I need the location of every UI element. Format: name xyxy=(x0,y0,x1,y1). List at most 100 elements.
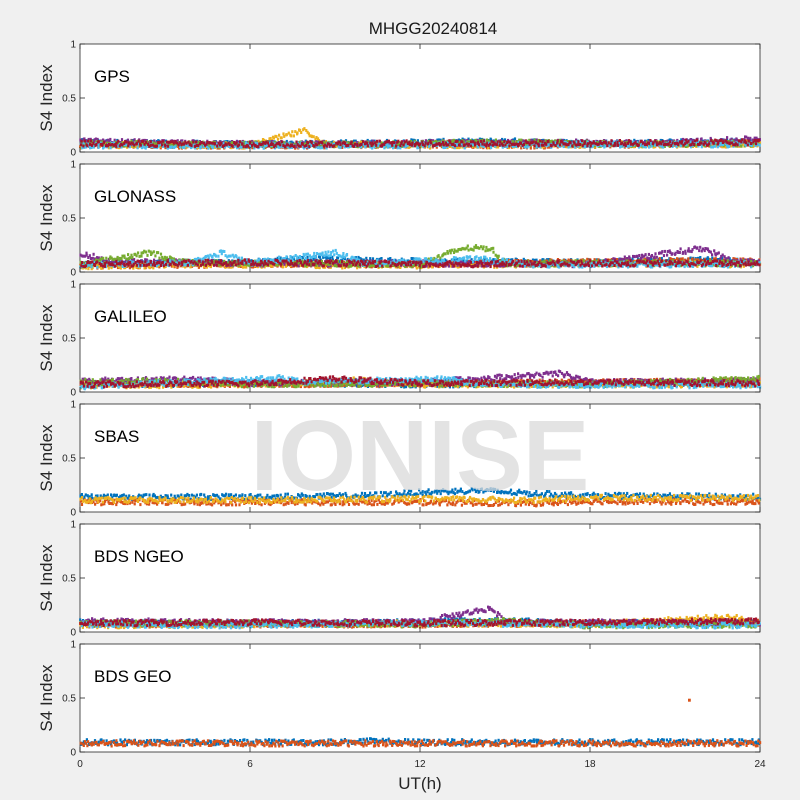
data-point xyxy=(80,139,83,143)
figure-title: MHGG20240814 xyxy=(369,19,498,38)
data-point xyxy=(679,144,682,148)
data-point xyxy=(689,138,692,141)
data-point xyxy=(529,146,532,150)
data-point xyxy=(145,140,148,144)
data-point xyxy=(684,142,687,146)
data-point xyxy=(431,141,434,144)
data-point xyxy=(189,146,193,150)
data-point xyxy=(206,140,209,144)
data-point xyxy=(103,145,106,149)
data-point xyxy=(237,143,241,147)
data-point xyxy=(601,144,605,147)
data-point xyxy=(207,146,210,150)
data-point xyxy=(284,142,287,146)
data-point xyxy=(641,143,644,147)
data-point xyxy=(371,139,374,143)
data-point xyxy=(575,138,578,142)
data-point xyxy=(755,142,758,146)
data-point xyxy=(634,144,637,147)
data-point xyxy=(500,140,503,144)
data-point xyxy=(658,257,661,261)
data-point xyxy=(332,140,335,144)
data-point xyxy=(455,141,458,145)
data-point xyxy=(648,145,651,149)
panel-label: GPS xyxy=(94,67,130,86)
data-point xyxy=(565,139,568,143)
data-point xyxy=(495,145,498,149)
data-point xyxy=(280,140,283,144)
y-tick-label: 1 xyxy=(70,40,76,51)
data-point xyxy=(282,140,285,144)
data-point xyxy=(474,145,477,149)
data-point xyxy=(397,139,400,143)
data-point xyxy=(280,136,283,140)
data-point xyxy=(258,144,261,148)
data-point xyxy=(81,138,84,142)
data-point xyxy=(116,142,120,146)
data-point xyxy=(362,142,365,146)
data-point xyxy=(81,146,84,150)
data-point xyxy=(579,143,582,146)
data-point xyxy=(666,139,669,143)
data-point xyxy=(405,139,408,143)
data-point xyxy=(513,143,516,147)
data-point xyxy=(419,142,422,146)
data-point xyxy=(758,143,761,147)
data-point xyxy=(691,257,694,261)
data-point xyxy=(372,142,375,146)
data-point xyxy=(609,142,612,146)
data-point xyxy=(151,145,154,149)
data-point xyxy=(377,142,381,145)
data-point xyxy=(530,138,533,142)
data-point xyxy=(713,144,716,148)
data-point xyxy=(241,139,244,143)
data-point xyxy=(306,130,309,134)
data-point xyxy=(290,134,293,138)
data-point xyxy=(609,145,612,149)
data-point xyxy=(708,142,711,146)
data-point xyxy=(266,141,270,145)
data-point xyxy=(87,137,90,141)
data-point xyxy=(162,145,165,148)
data-point xyxy=(213,145,216,149)
data-point xyxy=(495,143,498,147)
data-point xyxy=(683,138,686,142)
data-point xyxy=(133,138,136,142)
data-point xyxy=(321,146,324,150)
data-point xyxy=(285,133,288,137)
data-point xyxy=(587,142,590,146)
data-point xyxy=(391,143,394,147)
data-point xyxy=(339,139,343,143)
data-point xyxy=(424,139,427,143)
data-point xyxy=(230,146,233,150)
data-point xyxy=(164,146,167,150)
data-point xyxy=(105,139,108,143)
data-point xyxy=(82,144,85,148)
data-point xyxy=(753,136,756,140)
data-point xyxy=(513,137,517,141)
data-point xyxy=(349,144,353,148)
data-point xyxy=(104,141,107,145)
data-point xyxy=(128,145,131,149)
data-point xyxy=(201,143,204,147)
data-point xyxy=(362,140,365,144)
data-point xyxy=(144,138,147,142)
data-point xyxy=(478,143,481,147)
data-point xyxy=(593,141,596,145)
data-point xyxy=(211,141,214,145)
data-point xyxy=(197,140,200,144)
data-point xyxy=(429,146,432,150)
data-point xyxy=(659,138,662,142)
data-point xyxy=(402,140,405,143)
data-point xyxy=(398,141,401,145)
data-point xyxy=(681,257,684,261)
data-point xyxy=(159,143,162,147)
data-point xyxy=(562,145,565,149)
data-point xyxy=(667,139,670,143)
data-point xyxy=(92,145,95,149)
data-point xyxy=(238,145,241,149)
data-point xyxy=(243,140,246,144)
data-point xyxy=(532,140,535,144)
data-point xyxy=(333,144,336,148)
data-point xyxy=(437,138,440,142)
